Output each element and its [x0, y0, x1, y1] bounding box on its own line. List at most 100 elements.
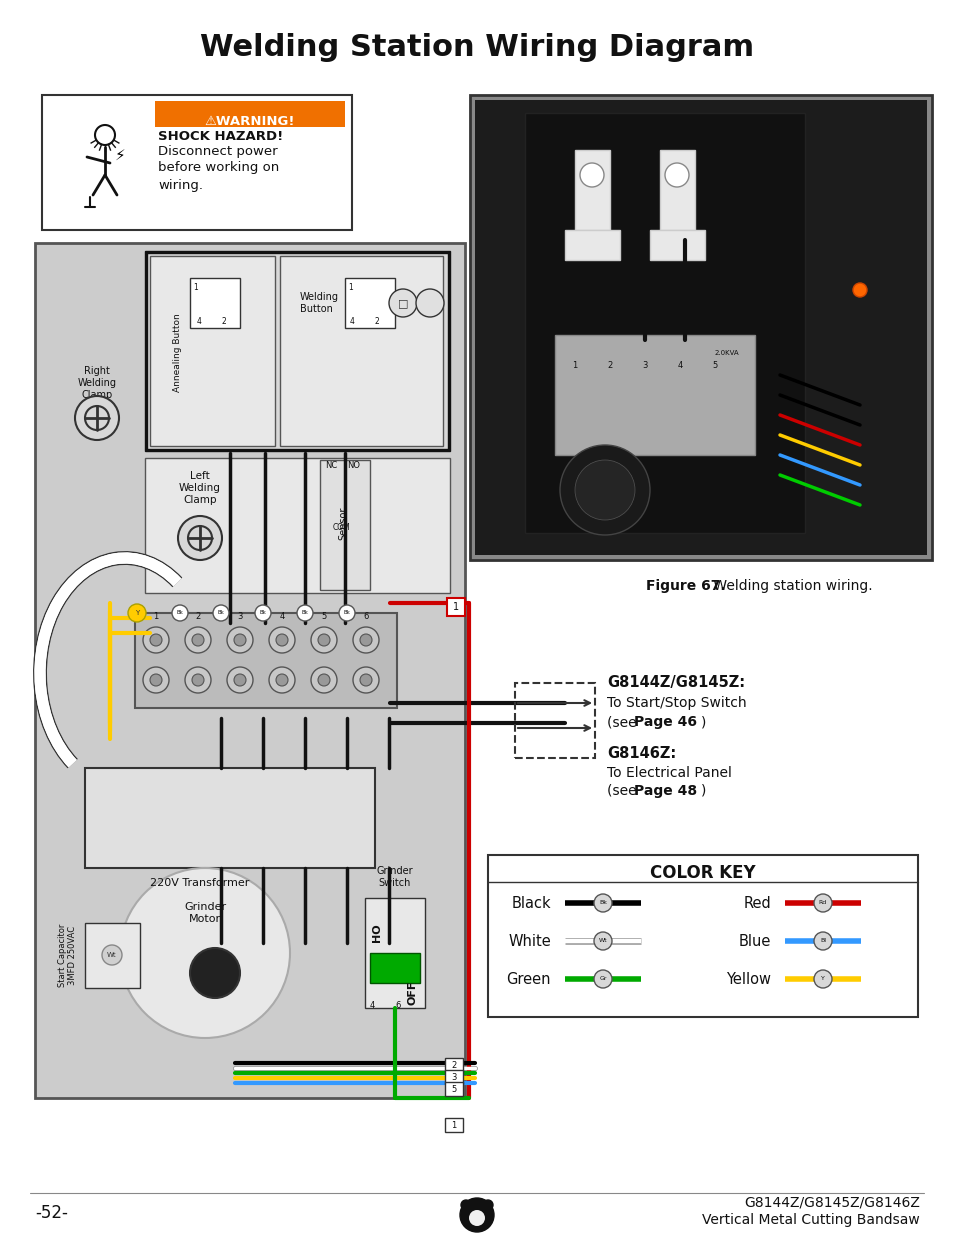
Text: Bk: Bk [217, 610, 224, 615]
Text: Wt: Wt [107, 952, 116, 958]
Text: Blue: Blue [738, 934, 770, 948]
FancyBboxPatch shape [365, 898, 424, 1008]
Text: 1: 1 [572, 361, 577, 369]
Circle shape [192, 674, 204, 685]
FancyBboxPatch shape [280, 256, 442, 446]
FancyBboxPatch shape [444, 1070, 462, 1084]
Text: 6: 6 [395, 1002, 400, 1010]
Text: ⚠WARNING!: ⚠WARNING! [205, 115, 294, 127]
Text: Start Capacitor
3MFD 250VAC: Start Capacitor 3MFD 250VAC [57, 924, 77, 987]
Text: 4: 4 [196, 316, 202, 326]
Circle shape [227, 627, 253, 653]
Circle shape [852, 283, 866, 296]
Text: НO: НO [372, 924, 381, 942]
Text: Grinder
Motor: Grinder Motor [184, 903, 226, 924]
Text: Y: Y [821, 977, 824, 982]
Text: -52-: -52- [35, 1204, 68, 1221]
Text: Y: Y [134, 610, 139, 616]
Text: NO: NO [347, 461, 359, 469]
Circle shape [275, 674, 288, 685]
Text: ): ) [700, 715, 705, 729]
Circle shape [575, 459, 635, 520]
Text: before working on: before working on [158, 162, 279, 174]
Circle shape [594, 894, 612, 911]
Circle shape [233, 674, 246, 685]
FancyBboxPatch shape [345, 278, 395, 329]
Text: 220V Transformer: 220V Transformer [151, 878, 250, 888]
Circle shape [317, 634, 330, 646]
FancyBboxPatch shape [475, 100, 926, 555]
Text: Grinder
Switch: Grinder Switch [376, 867, 413, 888]
FancyBboxPatch shape [659, 149, 695, 230]
Text: (see: (see [606, 784, 640, 798]
FancyBboxPatch shape [190, 278, 240, 329]
Circle shape [128, 604, 146, 622]
Circle shape [317, 674, 330, 685]
FancyBboxPatch shape [649, 230, 704, 261]
Text: Vertical Metal Cutting Bandsaw: Vertical Metal Cutting Bandsaw [701, 1213, 919, 1228]
Text: Gr: Gr [598, 977, 606, 982]
Text: Bl: Bl [820, 939, 825, 944]
Circle shape [460, 1200, 471, 1210]
FancyBboxPatch shape [488, 855, 917, 1016]
Text: Bk: Bk [343, 610, 350, 615]
Text: 2: 2 [375, 316, 379, 326]
Circle shape [559, 445, 649, 535]
Text: G8144Z/G8145Z:: G8144Z/G8145Z: [606, 676, 744, 690]
Circle shape [416, 289, 443, 317]
FancyBboxPatch shape [444, 1118, 462, 1132]
Text: (see: (see [606, 715, 640, 729]
Text: To Start/Stop Switch: To Start/Stop Switch [606, 697, 746, 710]
Text: 1: 1 [451, 1120, 456, 1130]
Circle shape [120, 868, 290, 1037]
Text: Page 46: Page 46 [634, 715, 697, 729]
FancyBboxPatch shape [154, 101, 345, 127]
Text: To Electrical Panel: To Electrical Panel [606, 766, 731, 781]
Text: □: □ [397, 298, 408, 308]
Circle shape [579, 163, 603, 186]
Text: 5: 5 [712, 361, 717, 369]
Text: 3: 3 [237, 613, 242, 621]
Text: 4: 4 [279, 613, 284, 621]
Circle shape [311, 627, 336, 653]
Text: 5: 5 [321, 613, 326, 621]
Text: OFF: OFF [408, 981, 417, 1005]
Circle shape [269, 667, 294, 693]
FancyBboxPatch shape [319, 459, 370, 590]
Text: Yellow: Yellow [725, 972, 770, 987]
Text: Bk: Bk [598, 900, 606, 905]
Text: wiring.: wiring. [158, 179, 203, 191]
Text: 3: 3 [451, 1072, 456, 1082]
FancyBboxPatch shape [370, 953, 419, 983]
Text: 2: 2 [222, 316, 227, 326]
Circle shape [664, 163, 688, 186]
Text: Bk: Bk [301, 610, 308, 615]
Circle shape [459, 1198, 494, 1233]
Text: 5: 5 [451, 1084, 456, 1093]
Text: ): ) [700, 784, 705, 798]
Circle shape [296, 605, 313, 621]
Text: 2: 2 [451, 1061, 456, 1070]
Circle shape [75, 396, 119, 440]
Text: Sensor: Sensor [337, 506, 348, 540]
FancyBboxPatch shape [444, 1082, 462, 1095]
Circle shape [813, 894, 831, 911]
Text: COLOR KEY: COLOR KEY [650, 864, 755, 882]
Text: ⚡: ⚡ [114, 147, 125, 163]
Text: Figure 67.: Figure 67. [645, 579, 725, 593]
Circle shape [389, 289, 416, 317]
Circle shape [185, 627, 211, 653]
FancyBboxPatch shape [564, 230, 619, 261]
Text: 6: 6 [363, 613, 368, 621]
Circle shape [482, 1200, 493, 1210]
Text: 3: 3 [641, 361, 647, 369]
Text: 1: 1 [453, 601, 458, 613]
FancyBboxPatch shape [85, 923, 140, 988]
Circle shape [594, 932, 612, 950]
Circle shape [254, 605, 271, 621]
Text: Green: Green [506, 972, 551, 987]
Text: 4: 4 [677, 361, 682, 369]
Text: 1: 1 [153, 613, 158, 621]
FancyBboxPatch shape [524, 112, 804, 534]
Circle shape [233, 634, 246, 646]
